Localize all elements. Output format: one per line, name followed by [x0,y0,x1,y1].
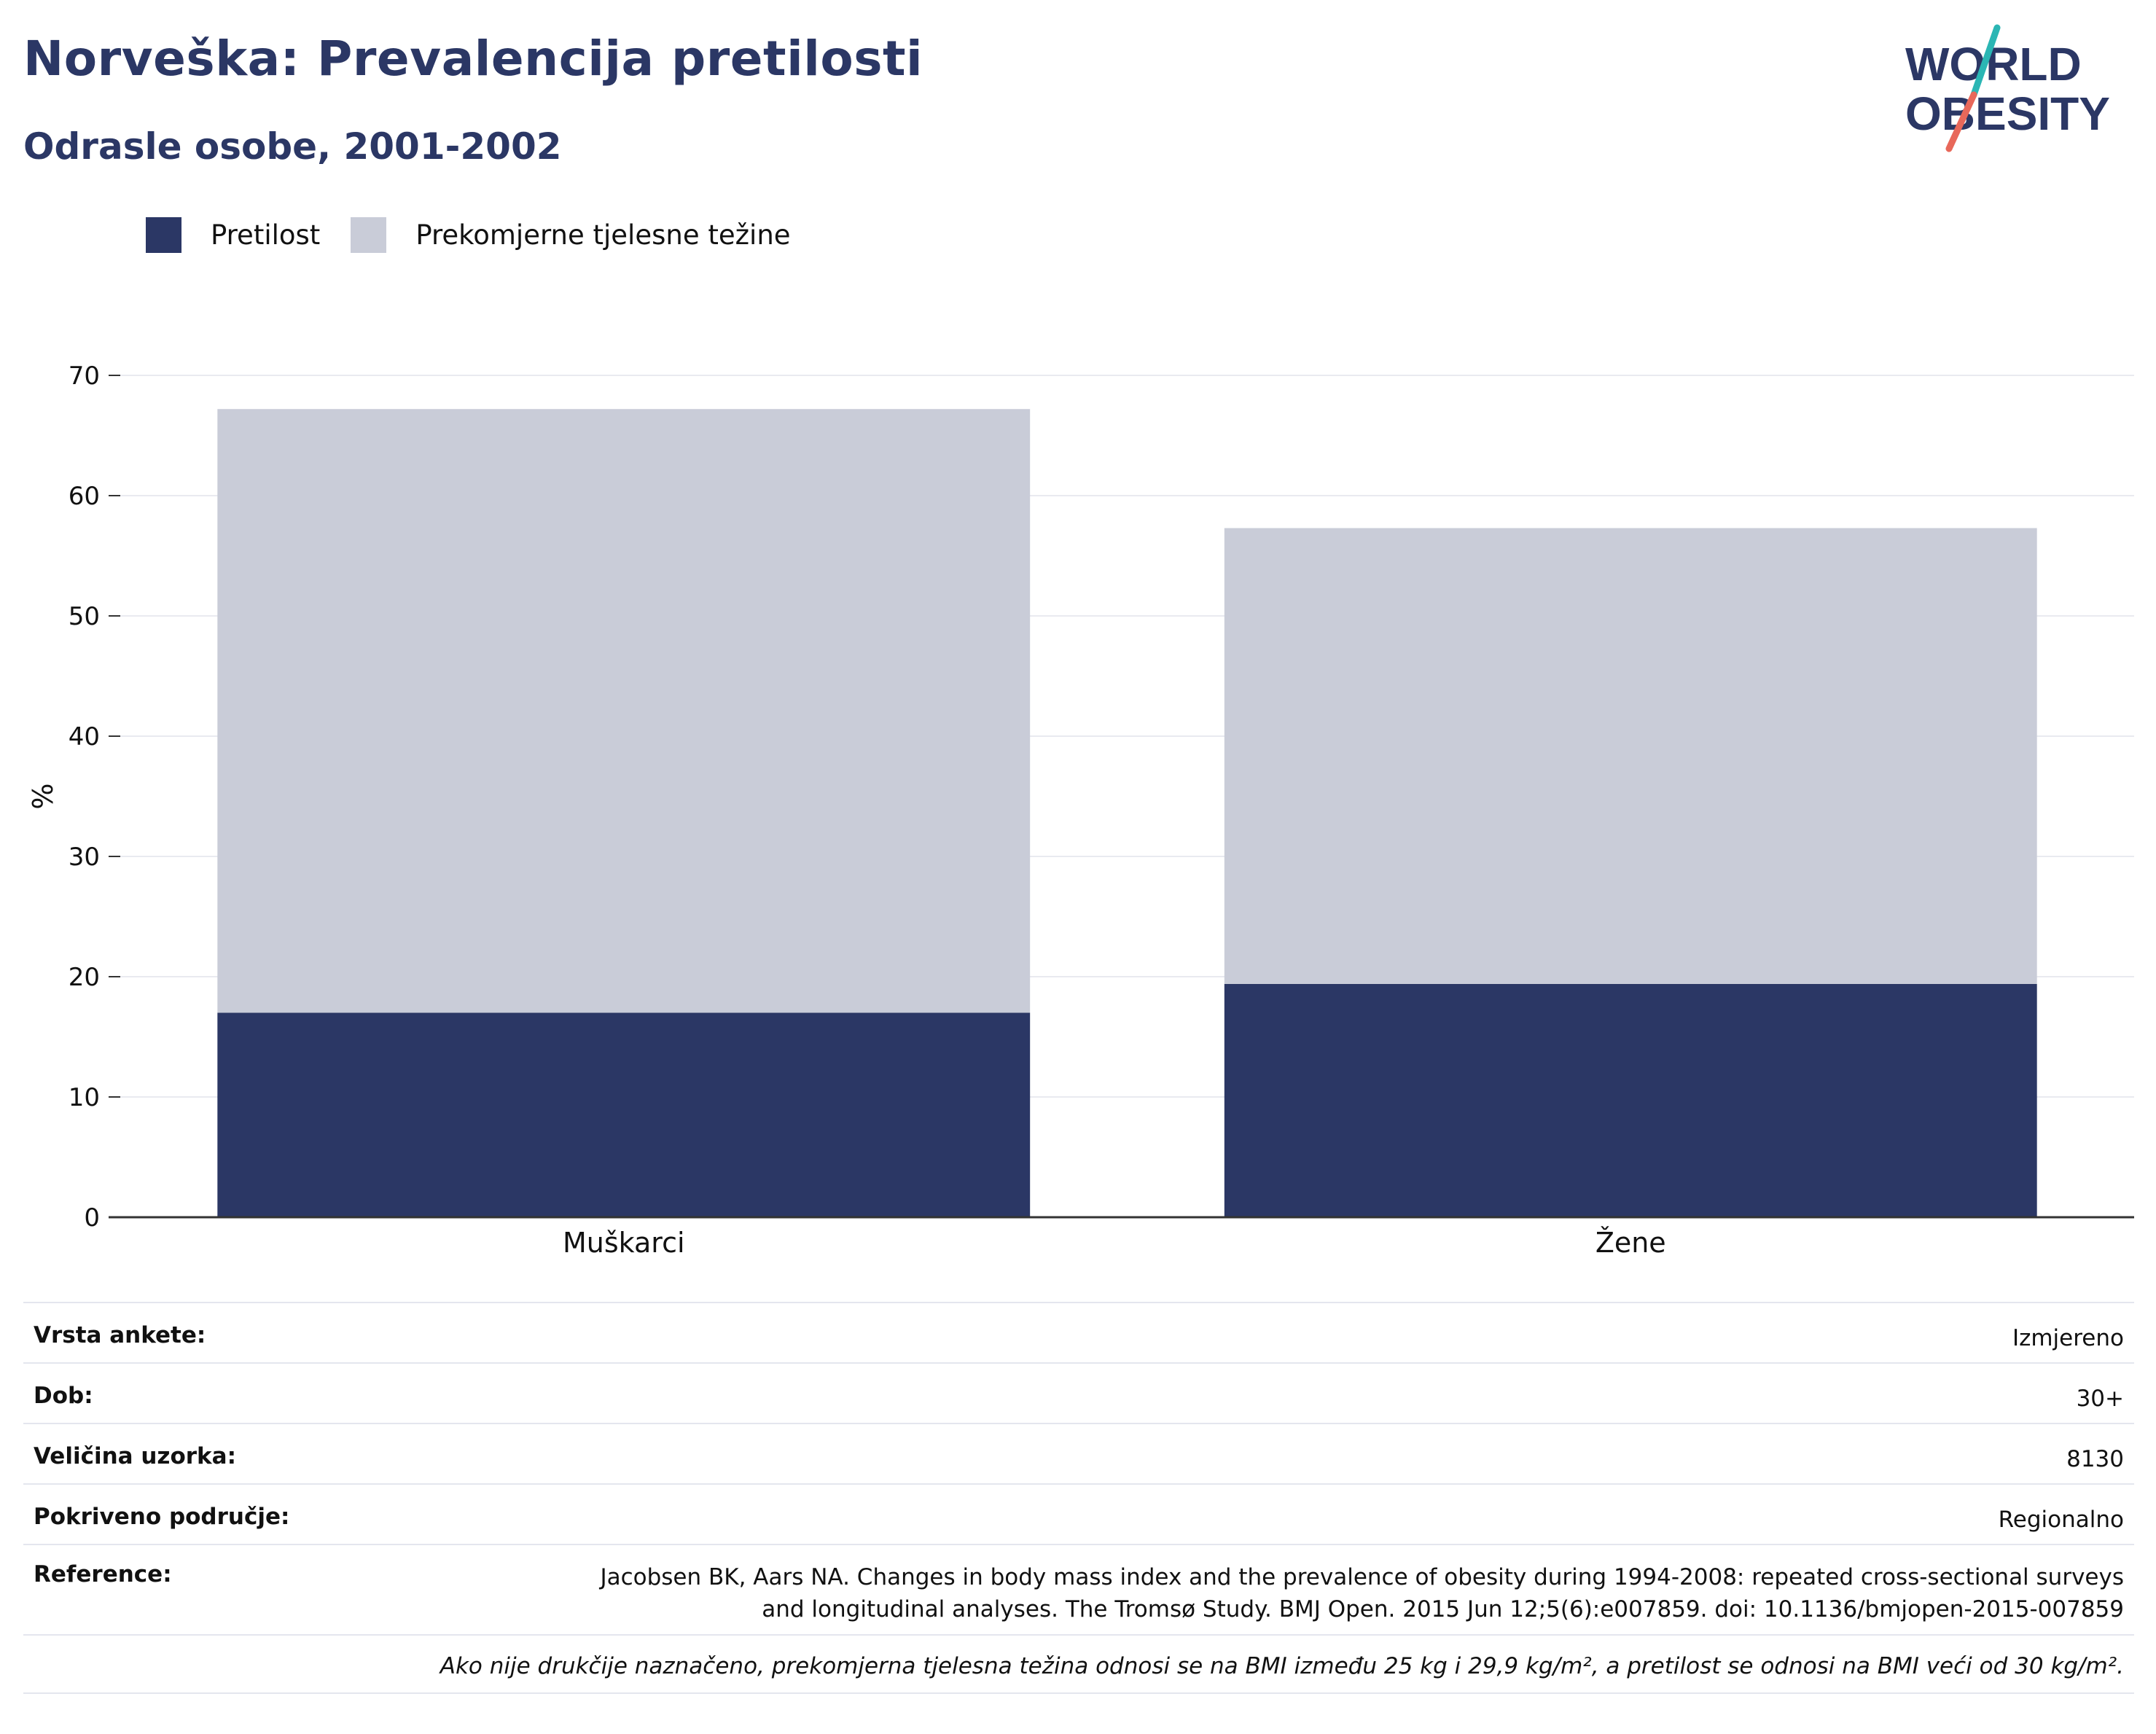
x-tick-label: Žene [1595,1227,1666,1259]
reference-text: Jacobsen BK, Aars NA. Changes in body ma… [600,1561,2124,1625]
bar-pretilost-0 [217,1012,1031,1217]
logo-slash-top [1970,24,2001,98]
bar-prekomjerne-0 [217,409,1031,1013]
bar-prekomjerne-1 [1224,528,2037,984]
bar-pretilost-1 [1224,983,2037,1217]
legend-label-pretilost: Pretilost [211,219,321,251]
reference-line-1: Jacobsen BK, Aars NA. Changes in body ma… [600,1564,2124,1590]
y-tick-label: 0 [84,1203,100,1233]
info-label: Reference: [34,1561,172,1587]
info-label: Dob: [34,1383,93,1409]
y-tick-label: 10 [69,1083,100,1112]
y-axis-label: % [27,783,59,809]
reference-line-2: and longitudinal analyses. The Tromsø St… [762,1596,2124,1622]
y-tick-label: 60 [69,482,100,511]
info-label: Vrsta ankete: [34,1322,206,1348]
legend-swatch-prekomjerne [351,217,387,253]
info-value: 30+ [2076,1386,2124,1412]
y-tick-label: 40 [69,722,100,751]
legend-item-prekomjerne[interactable]: Prekomjerne tjelesne težine [351,217,791,253]
info-row-survey-type: Vrsta ankete: Izmjereno [23,1302,2134,1362]
logo-text-obesity: OBESITY [1905,87,2110,140]
info-value: 8130 [2066,1446,2124,1472]
legend: Pretilost Prekomjerne tjelesne težine [146,217,821,253]
info-row-reference: Reference: Jacobsen BK, Aars NA. Changes… [23,1544,2134,1634]
info-label: Veličina uzorka: [34,1443,236,1469]
x-tick-label: Muškarci [563,1227,685,1259]
info-value: Regionalno [1998,1507,2124,1533]
y-tick-label: 50 [69,602,100,631]
y-tick-label: 70 [69,362,100,391]
info-row-age: Dob: 30+ [23,1362,2134,1423]
legend-label-prekomjerne: Prekomjerne tjelesne težine [415,219,791,251]
chart-title: Norveška: Prevalencija pretilosti [23,31,923,87]
info-row-sample-size: Veličina uzorka: 8130 [23,1423,2134,1483]
y-tick-label: 30 [69,843,100,872]
legend-item-pretilost[interactable]: Pretilost [146,217,320,253]
info-row-coverage: Pokriveno područje: Regionalno [23,1483,2134,1544]
info-value: Izmjereno [2012,1325,2124,1351]
bar-chart: 0 10 20 30 40 50 60 70% Muškarci Žene [27,362,2134,1259]
info-label: Pokriveno područje: [34,1504,290,1530]
logo-slash-bottom [1945,91,1977,152]
world-obesity-logo: WORLD OBESITY [1905,24,2110,152]
definition-note: Ako nije drukčije naznačeno, prekomjerna… [23,1634,2134,1694]
chart-subtitle: Odrasle osobe, 2001-2002 [23,125,562,168]
survey-info-table: Vrsta ankete: Izmjereno Dob: 30+ Veličin… [23,1302,2134,1694]
legend-swatch-pretilost [146,217,181,253]
y-tick-label: 20 [69,963,100,992]
